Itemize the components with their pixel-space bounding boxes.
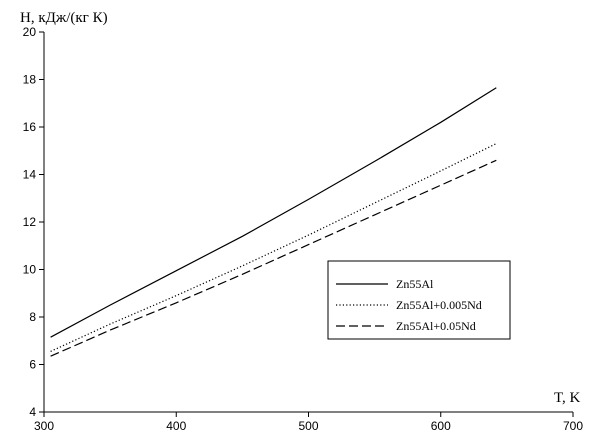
y-tick-label: 4 (29, 405, 36, 419)
y-axis-title: H, кДж/(кг К) (20, 10, 108, 26)
x-tick-label: 300 (34, 419, 54, 433)
y-tick-label: 14 (23, 168, 37, 182)
legend-box (327, 260, 511, 340)
series-line-1 (50, 87, 497, 338)
x-axis-ticks: 300 400 500 600 700 (34, 412, 583, 433)
y-axis-ticks: 4 6 8 10 12 14 16 18 20 (23, 25, 44, 419)
y-tick-label: 20 (23, 25, 37, 39)
x-tick-label: 700 (563, 419, 583, 433)
y-tick-label: 6 (29, 358, 36, 372)
x-tick-label: 400 (166, 419, 186, 433)
legend-label-2: Zn55Al+0.005Nd (396, 298, 482, 312)
legend: Zn55Al Zn55Al+0.005Nd Zn55Al+0.05Nd (327, 260, 511, 340)
plot-area: 300 400 500 600 700 4 6 8 10 12 14 16 18 20 (23, 25, 584, 433)
y-tick-label: 18 (23, 73, 37, 87)
x-tick-label: 600 (431, 419, 451, 433)
legend-items: Zn55Al Zn55Al+0.005Nd Zn55Al+0.05Nd (336, 277, 482, 333)
x-tick-label: 500 (298, 419, 318, 433)
legend-label-3: Zn55Al+0.05Nd (396, 319, 476, 333)
y-tick-label: 10 (23, 263, 37, 277)
y-tick-label: 16 (23, 120, 37, 134)
x-axis-title: T, K (554, 390, 581, 406)
series-lines (50, 87, 497, 357)
y-tick-label: 12 (23, 215, 37, 229)
y-tick-label: 8 (29, 310, 36, 324)
legend-label-1: Zn55Al (396, 277, 434, 291)
